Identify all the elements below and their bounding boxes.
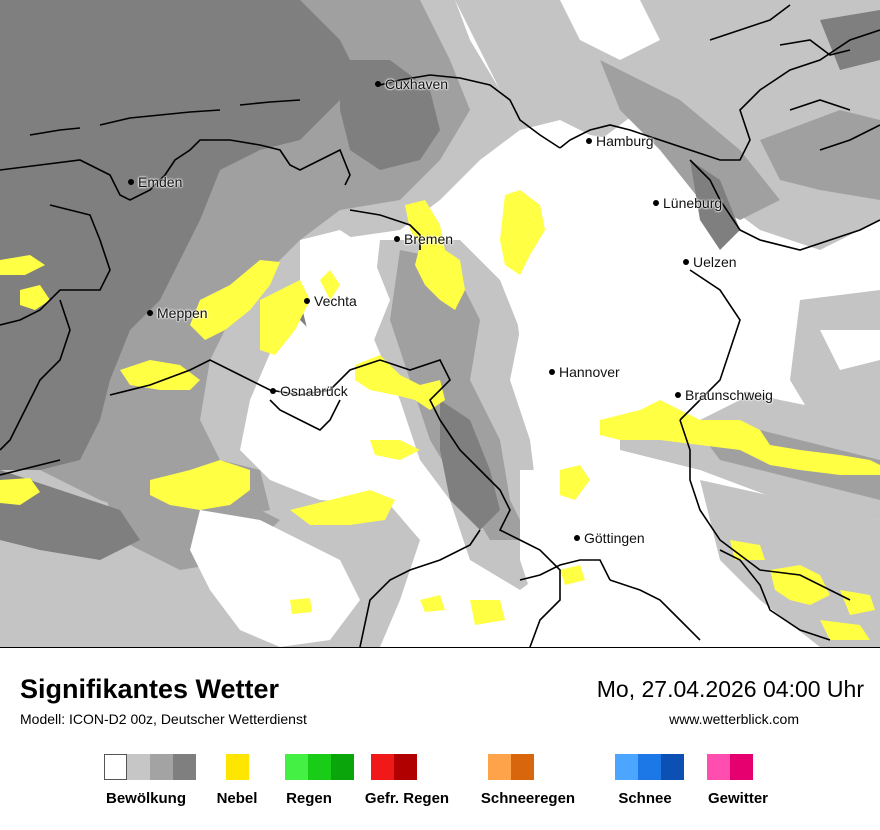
city-label-bremen: Bremen	[394, 231, 453, 247]
legend-swatch	[615, 754, 638, 780]
legend-swatch	[226, 754, 249, 780]
city-label-hannover: Hannover	[549, 364, 620, 380]
legend-swatch	[150, 754, 173, 780]
legend-group-bewölkung	[104, 754, 196, 780]
forecast-datetime: Mo, 27.04.2026 04:00 Uhr	[596, 676, 864, 702]
legend-group-schnee	[615, 754, 684, 780]
website-link[interactable]: www.wetterblick.com	[669, 711, 799, 727]
legend-swatch	[394, 754, 417, 780]
city-dot	[574, 535, 580, 541]
legend-swatches	[707, 754, 753, 780]
legend-label: Schneeregen	[480, 790, 576, 807]
clear-sky-area	[190, 0, 880, 647]
weather-map: Cuxhaven Hamburg Emden Lüneburg Bremen U…	[0, 0, 880, 648]
map-footer: Signifikantes Wetter Modell: ICON-D2 00z…	[0, 648, 880, 830]
city-label-goettingen: Göttingen	[574, 530, 645, 546]
city-label-braunschweig: Braunschweig	[675, 387, 773, 403]
city-dot	[375, 81, 381, 87]
city-label-cuxhaven: Cuxhaven	[375, 76, 448, 92]
city-dot	[270, 388, 276, 394]
city-dot	[147, 310, 153, 316]
city-dot	[549, 369, 555, 375]
legend-group-gewitter	[707, 754, 753, 780]
legend-swatch	[173, 754, 196, 780]
legend-swatches	[615, 754, 684, 780]
legend-swatches	[104, 754, 196, 780]
city-dot	[128, 179, 134, 185]
legend-swatches	[226, 754, 249, 780]
city-label-meppen: Meppen	[147, 305, 208, 321]
map-title: Signifikantes Wetter	[20, 674, 280, 704]
city-dot	[394, 236, 400, 242]
legend-label: Regen	[286, 790, 332, 807]
legend-group-schneeregen	[488, 754, 534, 780]
legend-swatches	[371, 754, 417, 780]
legend-swatches	[285, 754, 354, 780]
legend-label: Schnee	[618, 790, 672, 807]
city-label-emden: Emden	[128, 174, 182, 190]
city-label-hamburg: Hamburg	[586, 133, 654, 149]
fog-area	[0, 190, 880, 640]
legend-label: Bewölkung	[105, 790, 187, 807]
city-dot	[304, 298, 310, 304]
legend-swatch	[488, 754, 511, 780]
city-dot	[586, 138, 592, 144]
legend-swatch	[661, 754, 684, 780]
legend-label: Nebel	[216, 790, 258, 807]
city-dot	[675, 392, 681, 398]
city-label-uelzen: Uelzen	[683, 254, 737, 270]
map-layers	[0, 0, 880, 647]
legend-swatch	[285, 754, 308, 780]
legend-swatch	[104, 754, 127, 780]
legend-label: Gewitter	[707, 790, 769, 807]
legend-group-regen	[285, 754, 354, 780]
legend-swatch	[511, 754, 534, 780]
legend-group-nebel	[226, 754, 249, 780]
legend-swatch	[371, 754, 394, 780]
legend-swatch	[730, 754, 753, 780]
model-info: Modell: ICON-D2 00z, Deutscher Wetterdie…	[20, 711, 307, 727]
legend-swatch	[707, 754, 730, 780]
legend-swatches	[488, 754, 534, 780]
city-label-vechta: Vechta	[304, 293, 357, 309]
city-dot	[653, 200, 659, 206]
borders	[0, 4, 880, 647]
legend-swatch	[638, 754, 661, 780]
legend-group-gefr-regen	[371, 754, 417, 780]
legend-label: Gefr. Regen	[364, 790, 450, 807]
city-label-osnabrueck: Osnabrück	[270, 383, 348, 399]
legend-swatch	[331, 754, 354, 780]
city-dot	[683, 259, 689, 265]
city-label-lueneburg: Lüneburg	[653, 195, 722, 211]
legend-swatch	[127, 754, 150, 780]
legend-swatch	[308, 754, 331, 780]
